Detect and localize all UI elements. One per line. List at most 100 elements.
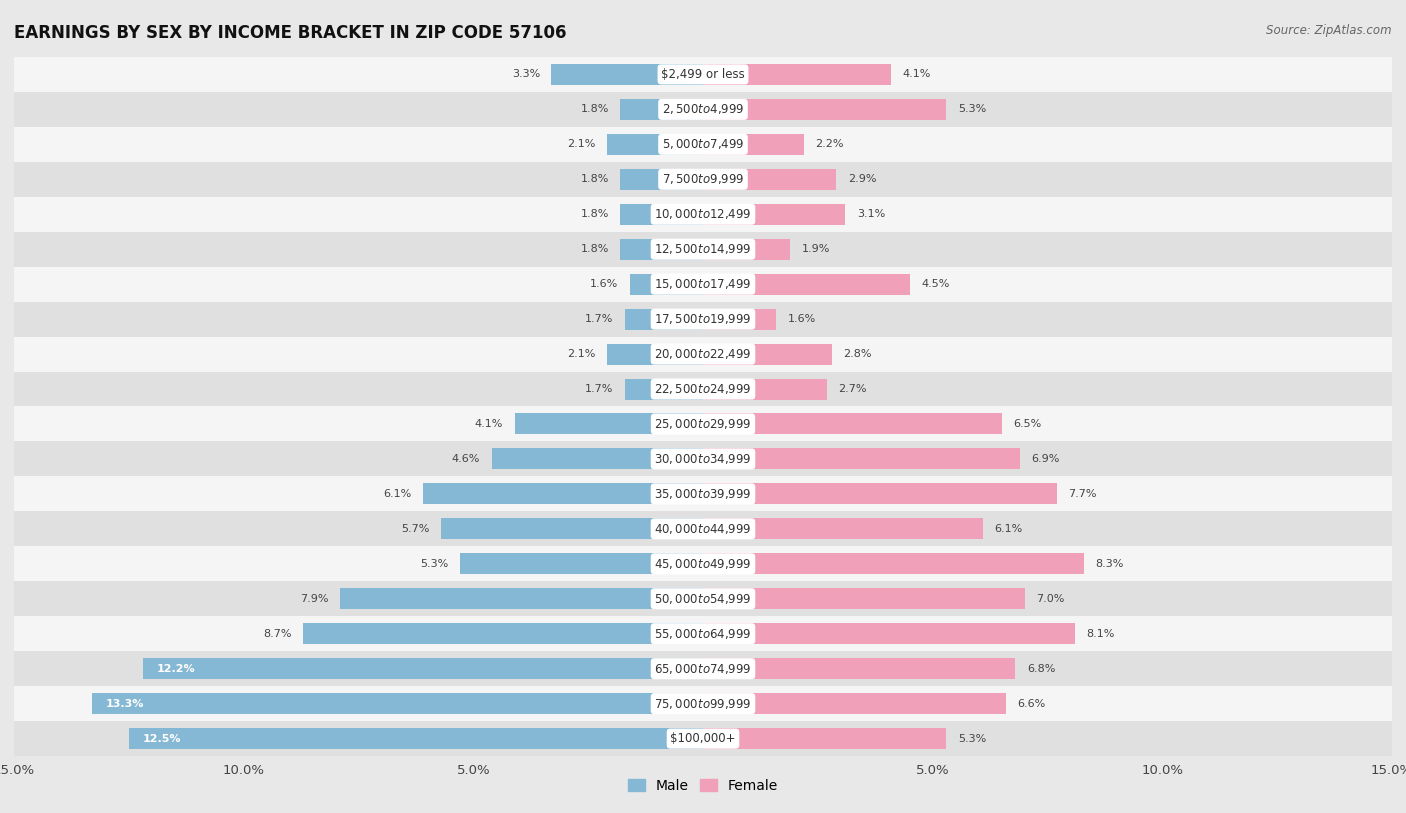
Bar [14, 686, 1392, 721]
Text: 2.1%: 2.1% [567, 139, 595, 150]
Bar [703, 344, 831, 364]
Text: $30,000 to $34,999: $30,000 to $34,999 [654, 452, 752, 466]
Text: 1.7%: 1.7% [585, 314, 613, 324]
Bar [624, 309, 703, 329]
Bar [703, 204, 845, 224]
Text: $25,000 to $29,999: $25,000 to $29,999 [654, 417, 752, 431]
Bar [14, 267, 1392, 302]
Bar [142, 659, 703, 679]
Text: $40,000 to $44,999: $40,000 to $44,999 [654, 522, 752, 536]
Text: $2,500 to $4,999: $2,500 to $4,999 [662, 102, 744, 116]
Text: 1.6%: 1.6% [589, 279, 619, 289]
Bar [460, 554, 703, 574]
Bar [703, 519, 983, 539]
Bar [14, 616, 1392, 651]
Text: $12,500 to $14,999: $12,500 to $14,999 [654, 242, 752, 256]
Text: 1.8%: 1.8% [581, 104, 609, 115]
Text: 5.3%: 5.3% [957, 104, 986, 115]
Text: $45,000 to $49,999: $45,000 to $49,999 [654, 557, 752, 571]
Text: 8.1%: 8.1% [1087, 628, 1115, 639]
Text: 6.5%: 6.5% [1012, 419, 1042, 429]
Bar [304, 624, 703, 644]
Bar [93, 693, 703, 714]
Text: 4.6%: 4.6% [451, 454, 481, 464]
Text: 4.5%: 4.5% [921, 279, 949, 289]
Bar [620, 169, 703, 189]
Bar [14, 546, 1392, 581]
Text: 1.7%: 1.7% [585, 384, 613, 394]
Text: $50,000 to $54,999: $50,000 to $54,999 [654, 592, 752, 606]
Bar [703, 659, 1015, 679]
Legend: Male, Female: Male, Female [623, 773, 783, 798]
Text: 12.5%: 12.5% [142, 733, 181, 744]
Bar [703, 99, 946, 120]
Text: $55,000 to $64,999: $55,000 to $64,999 [654, 627, 752, 641]
Bar [14, 57, 1392, 92]
Bar [441, 519, 703, 539]
Bar [492, 449, 703, 469]
Text: $20,000 to $22,499: $20,000 to $22,499 [654, 347, 752, 361]
Bar [620, 239, 703, 259]
Text: 12.2%: 12.2% [156, 663, 195, 674]
Bar [606, 344, 703, 364]
Text: 2.9%: 2.9% [848, 174, 876, 185]
Bar [703, 589, 1025, 609]
Text: 8.3%: 8.3% [1095, 559, 1123, 569]
Bar [703, 554, 1084, 574]
Bar [620, 204, 703, 224]
Text: $22,500 to $24,999: $22,500 to $24,999 [654, 382, 752, 396]
Text: $7,500 to $9,999: $7,500 to $9,999 [662, 172, 744, 186]
Bar [14, 302, 1392, 337]
Text: 7.0%: 7.0% [1036, 593, 1064, 604]
Bar [14, 441, 1392, 476]
Text: 2.2%: 2.2% [815, 139, 844, 150]
Bar [14, 721, 1392, 756]
Bar [14, 92, 1392, 127]
Bar [14, 511, 1392, 546]
Text: 13.3%: 13.3% [105, 698, 145, 709]
Bar [14, 162, 1392, 197]
Text: $15,000 to $17,499: $15,000 to $17,499 [654, 277, 752, 291]
Text: 6.1%: 6.1% [382, 489, 412, 499]
Bar [620, 99, 703, 120]
Bar [703, 624, 1076, 644]
Text: 8.7%: 8.7% [263, 628, 292, 639]
Text: 5.7%: 5.7% [401, 524, 430, 534]
Bar [14, 337, 1392, 372]
Bar [630, 274, 703, 294]
Text: 4.1%: 4.1% [475, 419, 503, 429]
Text: $35,000 to $39,999: $35,000 to $39,999 [654, 487, 752, 501]
Text: $100,000+: $100,000+ [671, 733, 735, 745]
Bar [703, 414, 1001, 434]
Text: $65,000 to $74,999: $65,000 to $74,999 [654, 662, 752, 676]
Text: $17,500 to $19,999: $17,500 to $19,999 [654, 312, 752, 326]
Text: 7.7%: 7.7% [1069, 489, 1097, 499]
Text: $5,000 to $7,499: $5,000 to $7,499 [662, 137, 744, 151]
Bar [703, 169, 837, 189]
Bar [14, 651, 1392, 686]
Text: 7.9%: 7.9% [299, 593, 329, 604]
Text: 1.8%: 1.8% [581, 174, 609, 185]
Text: 4.1%: 4.1% [903, 69, 931, 80]
Bar [14, 127, 1392, 162]
Bar [129, 728, 703, 749]
Text: 1.8%: 1.8% [581, 209, 609, 220]
Bar [606, 134, 703, 154]
Text: EARNINGS BY SEX BY INCOME BRACKET IN ZIP CODE 57106: EARNINGS BY SEX BY INCOME BRACKET IN ZIP… [14, 24, 567, 42]
Text: 5.3%: 5.3% [957, 733, 986, 744]
Text: 2.1%: 2.1% [567, 349, 595, 359]
Bar [624, 379, 703, 399]
Bar [340, 589, 703, 609]
Bar [703, 379, 827, 399]
Text: 1.8%: 1.8% [581, 244, 609, 254]
Text: 5.3%: 5.3% [420, 559, 449, 569]
Bar [703, 484, 1057, 504]
Text: $2,499 or less: $2,499 or less [661, 68, 745, 80]
Text: 6.8%: 6.8% [1026, 663, 1054, 674]
Bar [703, 274, 910, 294]
Bar [14, 476, 1392, 511]
Bar [515, 414, 703, 434]
Text: 6.9%: 6.9% [1032, 454, 1060, 464]
Text: 3.1%: 3.1% [856, 209, 886, 220]
Text: 1.9%: 1.9% [801, 244, 830, 254]
